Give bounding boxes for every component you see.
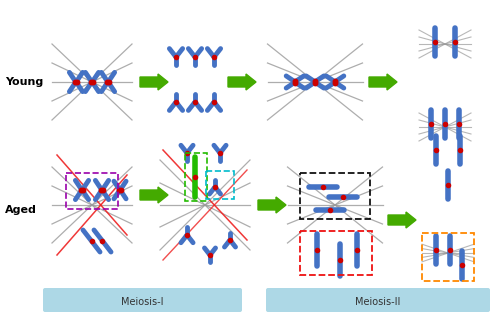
- FancyArrow shape: [369, 74, 397, 90]
- Text: Meiosis-II: Meiosis-II: [356, 297, 401, 307]
- FancyArrow shape: [140, 74, 168, 90]
- FancyArrow shape: [228, 74, 256, 90]
- Text: Meiosis-I: Meiosis-I: [121, 297, 163, 307]
- FancyArrow shape: [388, 212, 416, 228]
- FancyBboxPatch shape: [266, 288, 490, 312]
- Bar: [185, 153, 207, 201]
- Bar: [300, 231, 372, 275]
- Bar: [66, 173, 118, 209]
- Text: Aged: Aged: [5, 205, 37, 215]
- Bar: [300, 173, 370, 219]
- FancyBboxPatch shape: [43, 288, 242, 312]
- Bar: [206, 171, 234, 199]
- FancyArrow shape: [140, 187, 168, 203]
- Text: Young: Young: [5, 77, 44, 87]
- FancyArrow shape: [258, 197, 286, 213]
- Bar: [422, 233, 474, 281]
